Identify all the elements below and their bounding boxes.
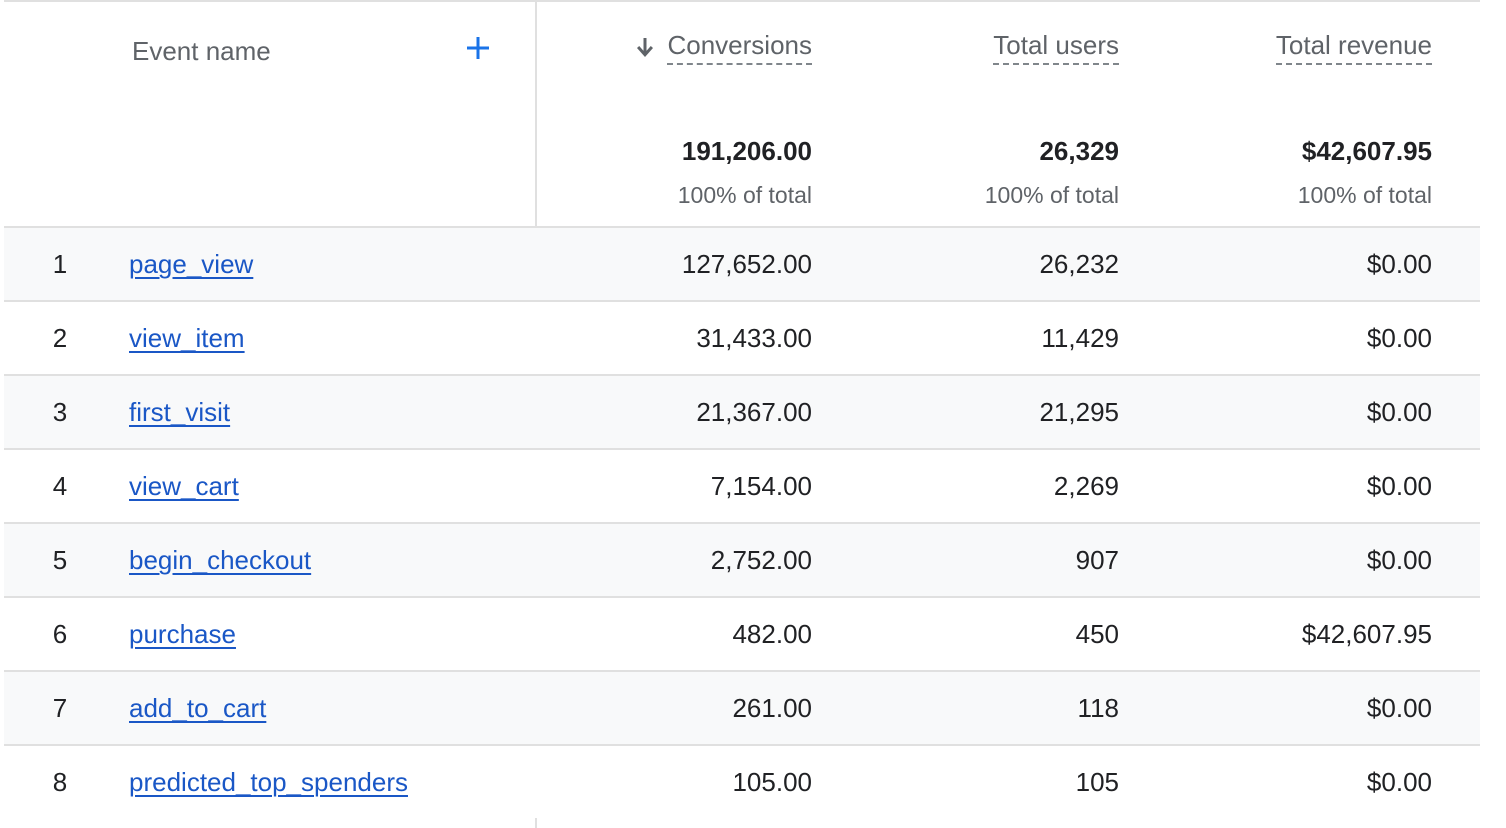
total-users-cell: 26,232 [1039,249,1119,279]
total-users-total: 26,329 [1039,136,1119,166]
events-table: Event name Conversions Total users Total… [4,0,1480,828]
table-row: 6 purchase 482.00 450 $42,607.95 [4,596,1480,670]
total-revenue-cell: $0.00 [1366,471,1432,501]
table-row: 7 add_to_cart 261.00 118 $0.00 [4,670,1480,744]
conversions-cell: 31,433.00 [696,323,812,353]
row-rank: 3 [52,397,68,427]
conversions-header-label[interactable]: Conversions [667,30,812,65]
total-users-cell: 118 [1077,693,1119,723]
conversions-header[interactable]: Conversions [635,30,812,65]
conversions-cell: 105.00 [732,767,812,797]
event-name-header: Event name [132,36,271,66]
conversions-cell: 7,154.00 [710,471,812,501]
total-revenue-cell: $0.00 [1366,767,1432,797]
total-revenue-cell: $0.00 [1366,323,1432,353]
total-revenue-cell: $0.00 [1366,249,1432,279]
conversions-cell: 127,652.00 [681,249,812,279]
table-row: 8 predicted_top_spenders 105.00 105 $0.0… [4,744,1480,818]
add-dimension-button[interactable] [460,30,496,66]
plus-icon [467,37,489,59]
table-row: 5 begin_checkout 2,752.00 907 $0.00 [4,522,1480,596]
event-name-link[interactable]: page_view [129,249,254,279]
table-row: 4 view_cart 7,154.00 2,269 $0.00 [4,448,1480,522]
table-header: Event name Conversions Total users Total… [4,2,1480,226]
total-revenue-header-label[interactable]: Total revenue [1275,30,1432,65]
row-rank: 6 [52,619,68,649]
event-name-link[interactable]: view_item [129,323,245,353]
conversions-cell: 482.00 [732,619,812,649]
event-name-link[interactable]: view_cart [129,471,239,501]
total-revenue-percent-of-total: 100% of total [1297,182,1432,208]
arrow-down-icon[interactable] [635,36,655,60]
total-users-cell: 907 [1075,545,1119,575]
row-rank: 7 [52,693,68,723]
row-rank: 4 [52,471,68,501]
total-revenue-cell: $0.00 [1366,397,1432,427]
event-name-link[interactable]: first_visit [129,397,231,427]
conversions-percent-of-total: 100% of total [677,182,812,208]
total-users-cell: 11,429 [1041,323,1119,353]
total-users-cell: 21,295 [1039,397,1119,427]
event-name-link[interactable]: predicted_top_spenders [129,767,408,797]
table-row: 3 first_visit 21,367.00 21,295 $0.00 [4,374,1480,448]
table-row: 1 page_view 127,652.00 26,232 $0.00 [4,226,1480,300]
row-rank: 5 [52,545,68,575]
conversions-cell: 261.00 [732,693,812,723]
total-users-cell: 450 [1075,619,1119,649]
total-users-percent-of-total: 100% of total [984,182,1119,208]
row-rank: 1 [52,249,68,279]
total-revenue-header[interactable]: Total revenue [1275,30,1432,65]
total-users-cell: 2,269 [1053,471,1119,501]
table-row: 2 view_item 31,433.00 11,429 $0.00 [4,300,1480,374]
row-rank: 2 [52,323,68,353]
total-users-header-label[interactable]: Total users [993,30,1119,65]
total-users-cell: 105 [1075,767,1119,797]
total-revenue-cell: $42,607.95 [1301,619,1432,649]
event-name-link[interactable]: purchase [129,619,236,649]
table-body: 1 page_view 127,652.00 26,232 $0.00 2 vi… [4,226,1480,818]
total-users-header[interactable]: Total users [993,30,1119,65]
conversions-total: 191,206.00 [681,136,812,166]
conversions-cell: 21,367.00 [696,397,812,427]
total-revenue-cell: $0.00 [1366,545,1432,575]
table-top-border [4,0,1480,2]
total-revenue-total: $42,607.95 [1301,136,1432,166]
event-name-link[interactable]: begin_checkout [129,545,312,575]
event-name-link[interactable]: add_to_cart [129,693,267,723]
row-rank: 8 [52,767,68,797]
conversions-cell: 2,752.00 [710,545,812,575]
total-revenue-cell: $0.00 [1366,693,1432,723]
